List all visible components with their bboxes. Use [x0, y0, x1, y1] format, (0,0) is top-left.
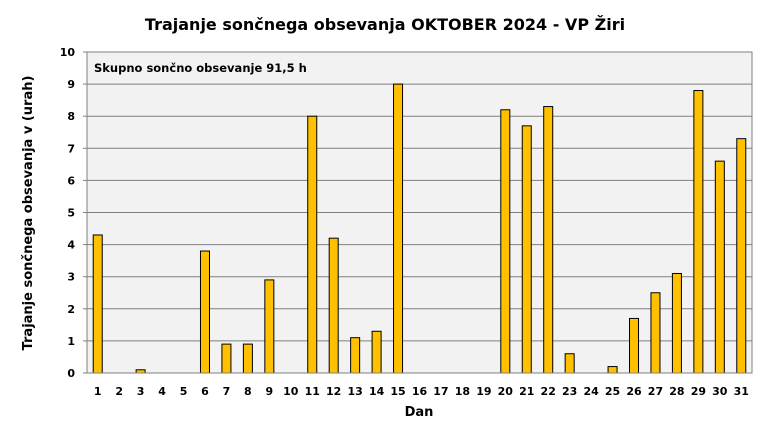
x-tick-label-6: 6 — [201, 385, 209, 398]
x-tick-label-30: 30 — [712, 385, 728, 398]
x-tick-label-27: 27 — [648, 385, 663, 398]
x-tick-label-21: 21 — [519, 385, 534, 398]
bar-day-27 — [650, 292, 661, 374]
bar-day-29 — [693, 90, 704, 374]
x-tick-label-9: 9 — [266, 385, 274, 398]
bar-day-30 — [714, 160, 725, 374]
bar-day-15 — [393, 83, 404, 374]
x-tick-label-11: 11 — [305, 385, 320, 398]
x-tick-label-15: 15 — [390, 385, 405, 398]
y-tick-label-9: 9 — [67, 78, 75, 91]
y-tick-label-5: 5 — [67, 207, 75, 220]
x-tick-label-20: 20 — [498, 385, 514, 398]
plot-border — [86, 51, 753, 374]
bar-day-1 — [92, 234, 103, 374]
y-axis-label: Trajanje sončnega obsevanja v (urah) — [21, 76, 36, 351]
y-tick-label-0: 0 — [67, 367, 75, 380]
bar-day-9 — [264, 279, 275, 374]
bar-day-21 — [521, 125, 532, 374]
bar-day-12 — [328, 237, 339, 374]
y-tick-label-8: 8 — [67, 110, 75, 123]
x-axis-ticks: 1 2 3 4 5 6 7 8 9 10 11 12 13 14 15 16 17 18 19 20 21 22 23 24 2… — [94, 385, 749, 398]
bar-day-11 — [307, 115, 318, 374]
x-tick-label-29: 29 — [691, 385, 706, 398]
y-tick-label-10: 10 — [60, 46, 76, 59]
y-tick-label-4: 4 — [67, 239, 75, 252]
y-tick-label-3: 3 — [67, 271, 75, 284]
x-tick-label-8: 8 — [244, 385, 252, 398]
x-tick-label-16: 16 — [412, 385, 428, 398]
x-tick-label-5: 5 — [180, 385, 188, 398]
x-tick-label-25: 25 — [605, 385, 620, 398]
bar-day-20 — [500, 109, 511, 374]
y-tick-label-6: 6 — [67, 174, 75, 187]
x-tick-label-17: 17 — [433, 385, 448, 398]
bar-day-22 — [543, 106, 554, 374]
x-tick-label-28: 28 — [669, 385, 684, 398]
x-tick-label-7: 7 — [223, 385, 231, 398]
total-sunshine-annotation: Skupno sončno obsevanje 91,5 h — [94, 61, 307, 75]
x-tick-label-2: 2 — [115, 385, 123, 398]
y-axis-ticks: 0 1 2 3 4 5 6 7 8 9 10 — [60, 46, 87, 380]
x-tick-label-14: 14 — [369, 385, 385, 398]
y-tick-label-2: 2 — [67, 303, 75, 316]
bar-day-28 — [671, 272, 682, 374]
x-tick-label-12: 12 — [326, 385, 341, 398]
x-tick-label-18: 18 — [455, 385, 470, 398]
bar-day-25 — [607, 366, 618, 374]
x-tick-label-22: 22 — [541, 385, 556, 398]
bars — [92, 83, 747, 374]
bar-day-8 — [242, 343, 253, 374]
x-tick-label-3: 3 — [137, 385, 145, 398]
gridlines — [87, 51, 752, 342]
x-tick-label-1: 1 — [94, 385, 102, 398]
bar-day-13 — [350, 337, 361, 374]
x-tick-label-31: 31 — [734, 385, 749, 398]
x-tick-label-4: 4 — [158, 385, 166, 398]
x-axis-label: Dan — [405, 405, 434, 420]
x-tick-label-19: 19 — [476, 385, 491, 398]
bar-day-14 — [371, 330, 382, 374]
bar-day-26 — [629, 317, 640, 374]
bar-day-23 — [564, 353, 575, 374]
y-tick-label-1: 1 — [67, 335, 75, 348]
x-tick-label-23: 23 — [562, 385, 577, 398]
y-tick-label-7: 7 — [67, 142, 75, 155]
chart-title: Trajanje sončnega obsevanja OKTOBER 2024… — [145, 15, 625, 34]
x-tick-label-24: 24 — [583, 385, 599, 398]
x-tick-label-10: 10 — [283, 385, 299, 398]
bar-day-7 — [221, 343, 232, 374]
bar-day-6 — [199, 250, 210, 374]
x-tick-label-13: 13 — [347, 385, 362, 398]
x-tick-label-26: 26 — [626, 385, 642, 398]
bar-day-31 — [736, 138, 747, 374]
